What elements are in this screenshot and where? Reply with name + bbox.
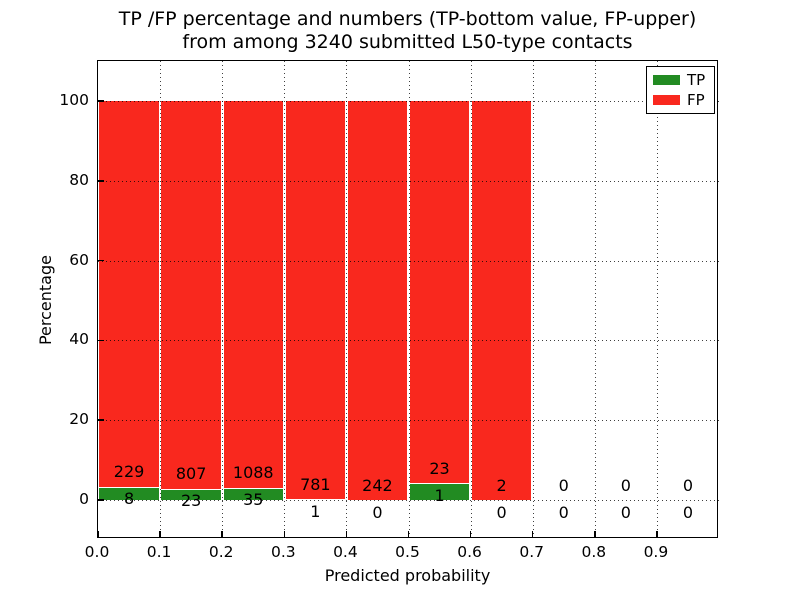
gridline-horizontal bbox=[98, 101, 719, 102]
bar-segment-fp bbox=[99, 101, 159, 487]
gridline-vertical bbox=[346, 61, 348, 539]
gridline-vertical bbox=[284, 61, 286, 539]
y-tick-label: 80 bbox=[69, 170, 89, 189]
gridline-horizontal bbox=[98, 180, 719, 182]
gridline-vertical bbox=[408, 61, 410, 539]
annotation-fp-count: 1088 bbox=[232, 463, 274, 483]
annotation-fp-count: 0 bbox=[682, 475, 694, 495]
gridline-vertical bbox=[594, 61, 596, 539]
x-tick-label: 0.5 bbox=[395, 543, 420, 561]
annotation-tp-count: 1 bbox=[434, 485, 445, 505]
gridline-horizontal bbox=[98, 500, 719, 501]
bar-segment-fp bbox=[347, 101, 408, 500]
y-tick-mark bbox=[98, 499, 104, 501]
annotation-tp-count: 0 bbox=[558, 502, 569, 522]
chart-title: TP /FP percentage and numbers (TP-bottom… bbox=[97, 8, 718, 54]
x-tick-mark bbox=[594, 531, 596, 537]
bar-segment-fp bbox=[161, 101, 221, 489]
plot-area: 229 8 807 23 1088 35 781 1 242 0 23 1 2 0 0 0 0 0 0 0 bbox=[97, 60, 719, 539]
y-tick-mark bbox=[98, 100, 104, 102]
annotation-fp-count: 807 bbox=[175, 464, 207, 484]
annotation-tp-count: 0 bbox=[372, 502, 383, 522]
gridline-horizontal bbox=[98, 420, 719, 422]
x-tick-label: 0.7 bbox=[519, 543, 545, 561]
y-tick-label: 40 bbox=[69, 330, 89, 349]
x-tick-mark bbox=[531, 531, 534, 537]
x-tick-label: 0.2 bbox=[208, 543, 234, 561]
x-tick-label: 0.1 bbox=[146, 543, 172, 561]
x-tick-label: 0.4 bbox=[333, 543, 358, 561]
x-tick-label: 0.6 bbox=[457, 543, 482, 561]
y-tick-label: 20 bbox=[69, 410, 89, 429]
bar-segment-fp bbox=[409, 101, 470, 484]
x-tick-mark bbox=[283, 531, 286, 537]
annotation-fp-count: 781 bbox=[300, 474, 331, 494]
legend-item-fp: FP bbox=[653, 92, 708, 108]
legend-label-fp: FP bbox=[687, 90, 705, 109]
y-tick-mark bbox=[98, 180, 104, 182]
gridline-horizontal bbox=[98, 260, 719, 262]
annotation-fp-count: 242 bbox=[362, 475, 393, 495]
bar-segment-fp bbox=[285, 101, 346, 500]
x-tick-label: 0.0 bbox=[84, 543, 110, 561]
bar-segment-tp bbox=[223, 487, 283, 500]
gridline-horizontal bbox=[98, 340, 719, 342]
annotation-tp-count: 1 bbox=[310, 501, 321, 521]
gridline-vertical bbox=[532, 61, 534, 539]
annotation-fp-count: 229 bbox=[113, 462, 145, 482]
annotation-fp-count: 2 bbox=[496, 475, 507, 495]
annotation-tp-count: 0 bbox=[620, 502, 631, 522]
y-tick-mark bbox=[98, 419, 104, 421]
bar-segment-tp bbox=[409, 483, 470, 500]
annotation-fp-count: 0 bbox=[620, 475, 631, 495]
gridline-vertical bbox=[656, 61, 658, 539]
y-tick-mark bbox=[98, 259, 104, 262]
x-tick-label: 0.9 bbox=[643, 543, 669, 561]
bar-segment-fp bbox=[223, 101, 283, 488]
y-tick-label: 60 bbox=[69, 250, 89, 269]
legend-label-tp: TP bbox=[687, 71, 706, 90]
bar-segment-tp bbox=[99, 486, 159, 500]
bar-segment-fp bbox=[471, 101, 532, 500]
annotation-tp-count: 23 bbox=[180, 491, 202, 511]
y-tick-mark bbox=[98, 339, 104, 342]
gridline-vertical bbox=[470, 61, 472, 539]
x-tick-label: 0.8 bbox=[581, 543, 607, 561]
x-tick-mark bbox=[407, 531, 410, 537]
legend-item-tp: TP bbox=[653, 72, 708, 88]
x-tick-mark bbox=[469, 531, 472, 537]
bar-segment-tp bbox=[285, 499, 346, 501]
tp-color-swatch bbox=[653, 75, 680, 86]
y-tick-label: 100 bbox=[59, 91, 89, 109]
bar-segment-tp bbox=[161, 488, 221, 500]
x-tick-mark bbox=[656, 531, 658, 537]
gridline-vertical bbox=[160, 61, 162, 539]
chart-title-line1: TP /FP percentage and numbers (TP-bottom… bbox=[118, 8, 697, 30]
chart-title-line2: from among 3240 submitted L50-type conta… bbox=[182, 31, 633, 53]
legend: TP FP bbox=[646, 66, 715, 114]
x-tick-mark bbox=[159, 531, 161, 537]
x-tick-label: 0.3 bbox=[270, 543, 296, 561]
annotation-tp-count: 0 bbox=[496, 502, 507, 522]
gridline-vertical bbox=[222, 61, 224, 539]
x-tick-mark bbox=[221, 531, 223, 537]
annotation-fp-count: 0 bbox=[558, 475, 569, 495]
y-tick-label: 0 bbox=[79, 490, 89, 508]
fp-color-swatch bbox=[653, 94, 680, 105]
y-axis-label: Percentage bbox=[36, 255, 55, 346]
x-tick-mark bbox=[97, 531, 99, 537]
x-axis-label: Predicted probability bbox=[324, 566, 491, 585]
annotation-tp-count: 0 bbox=[682, 502, 694, 522]
annotation-tp-count: 8 bbox=[123, 489, 135, 509]
x-tick-mark bbox=[345, 531, 348, 537]
annotation-fp-count: 23 bbox=[429, 458, 450, 478]
annotation-tp-count: 35 bbox=[243, 490, 264, 510]
